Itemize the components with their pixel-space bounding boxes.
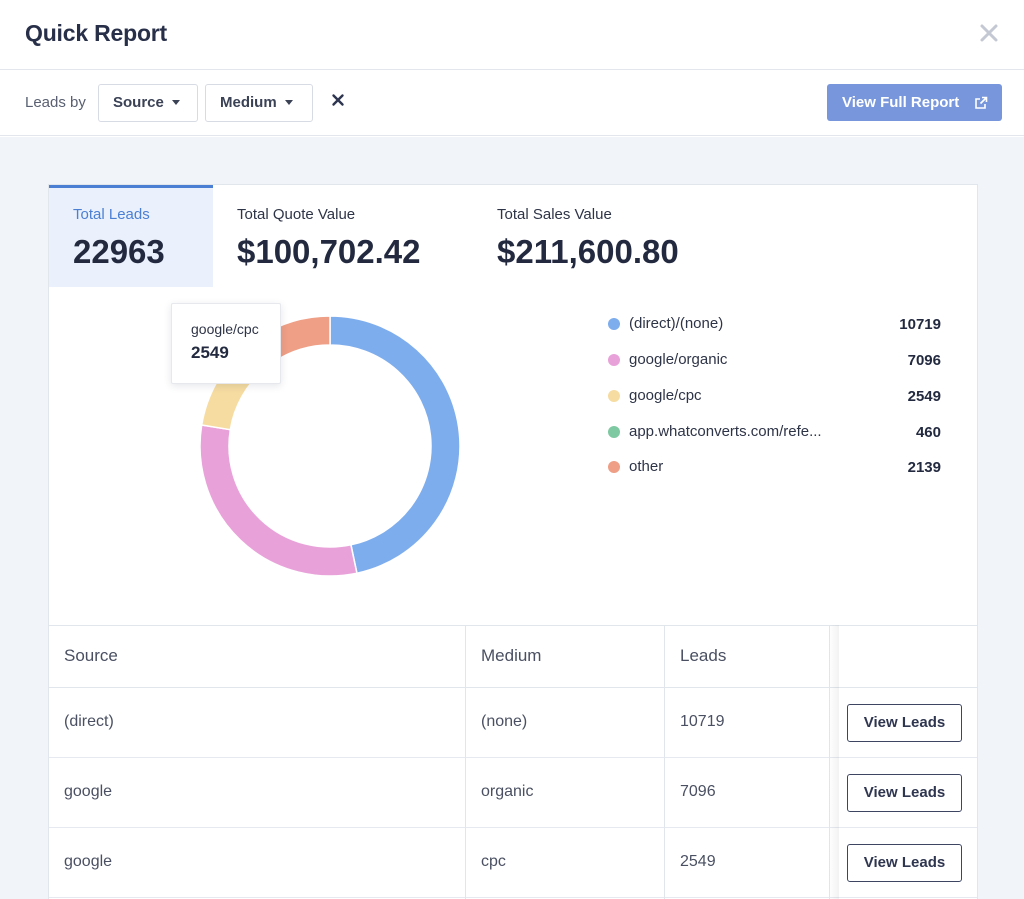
legend-dot [608,354,620,366]
table-row: google cpc 2549 View Leads [49,828,977,898]
legend-dot [608,390,620,402]
view-leads-button[interactable]: View Leads [847,844,962,882]
source-dropdown-label: Source [113,94,164,111]
close-icon[interactable] [976,20,1002,46]
view-full-report-label: View Full Report [842,94,960,111]
view-full-report-button[interactable]: View Full Report [827,84,1002,121]
legend-item[interactable]: (direct)/(none) 10719 [606,313,941,335]
source-dropdown[interactable]: Source [98,84,198,122]
report-toolbar: Leads by Source Medium View Full Report [0,71,1024,136]
cell-source: (direct) [64,713,114,730]
total-quote-value-tab[interactable]: Total Quote Value $100,702.42 [213,185,473,287]
legend-value: 460 [915,424,941,441]
legend-item[interactable]: google/cpc 2549 [606,385,941,407]
tooltip-value: 2549 [191,343,229,362]
total-leads-label: Total Leads [73,206,150,223]
tooltip-name: google/cpc [191,321,259,337]
total-quote-value: $100,702.42 [237,233,421,270]
legend-item[interactable]: google/organic 7096 [606,349,941,371]
caret-down-icon [171,99,180,105]
sticky-column-shadow [829,625,839,899]
column-divider [664,625,665,899]
legend-dot [608,461,620,473]
view-leads-button[interactable]: View Leads [847,774,962,812]
legend-label: app.whatconverts.com/refe... [629,423,822,440]
column-header-source[interactable]: Source [64,646,118,665]
column-divider [829,625,830,899]
table-header: Source Medium Leads [49,625,977,688]
legend-value: 10719 [899,316,941,333]
legend-value: 2139 [907,459,941,476]
table-row: google organic 7096 View Leads [49,758,977,828]
legend-label: google/cpc [629,387,702,404]
total-sales-value: $211,600.80 [497,233,679,270]
chart-tooltip: google/cpc 2549 [171,303,281,384]
cell-source: google [64,853,113,870]
medium-dropdown-label: Medium [220,94,277,111]
legend-value: 2549 [907,388,941,405]
column-divider [465,625,466,899]
legend-item[interactable]: other 2139 [606,456,941,478]
legend-label: google/organic [629,351,728,368]
total-leads-value: 22963 [73,233,165,270]
cell-medium: organic [481,783,534,800]
external-link-icon [975,96,988,109]
cell-leads: 2549 [680,853,716,870]
legend-value: 7096 [907,352,941,369]
clear-filters-icon[interactable] [330,92,346,108]
cell-leads: 10719 [680,713,725,730]
total-leads-tab[interactable]: Total Leads 22963 [49,185,213,287]
cell-medium: (none) [481,713,528,730]
report-card: Total Leads 22963 Total Quote Value $100… [48,184,978,899]
medium-dropdown[interactable]: Medium [205,84,313,122]
donut-slice[interactable] [199,424,358,577]
legend-dot [608,426,620,438]
table-row: (direct) (none) 10719 View Leads [49,688,977,758]
donut-slice[interactable] [329,315,461,575]
total-sales-value-label: Total Sales Value [497,206,612,223]
leads-by-label: Leads by [25,94,86,111]
modal-title: Quick Report [25,20,168,46]
caret-down-icon [284,99,293,105]
legend-item[interactable]: app.whatconverts.com/refe... 460 [606,421,941,443]
legend-label: (direct)/(none) [629,315,724,332]
cell-medium: cpc [481,853,506,870]
total-sales-value-tab[interactable]: Total Sales Value $211,600.80 [473,185,733,287]
legend-dot [608,318,620,330]
cell-leads: 7096 [680,783,716,800]
legend-label: other [629,458,664,475]
view-leads-button[interactable]: View Leads [847,704,962,742]
cell-source: google [64,783,113,800]
total-quote-value-label: Total Quote Value [237,206,356,223]
column-header-leads[interactable]: Leads [680,646,727,665]
modal-header: Quick Report [0,0,1024,70]
column-header-medium[interactable]: Medium [481,646,542,665]
